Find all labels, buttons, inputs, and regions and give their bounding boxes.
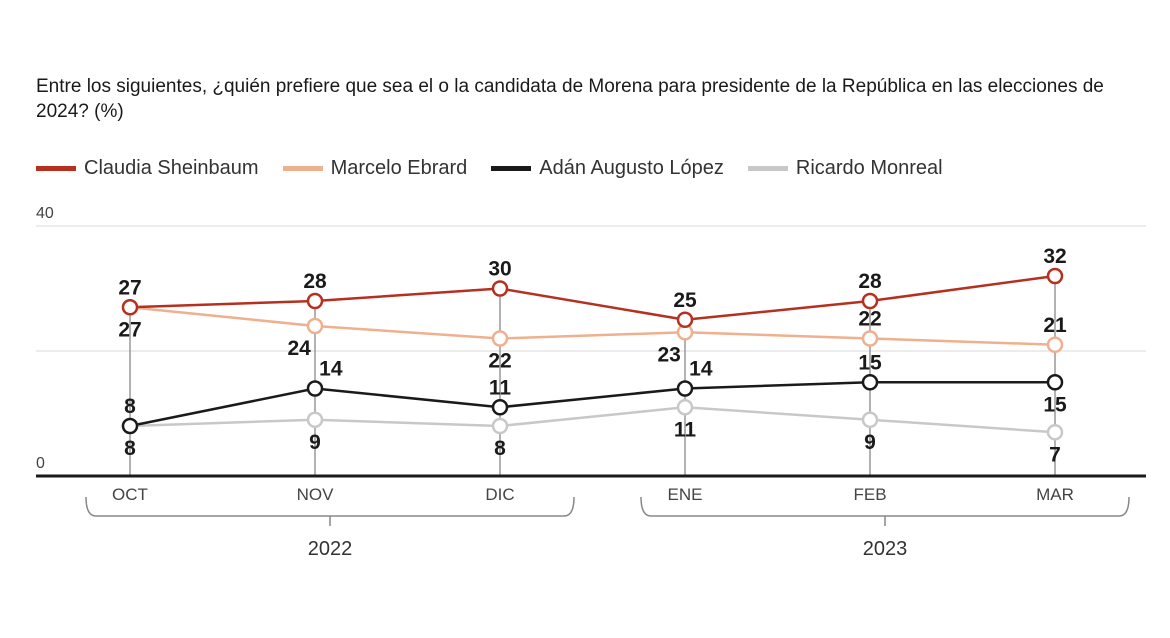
data-label: 8 (124, 395, 136, 418)
year-label: 2022 (308, 538, 353, 560)
data-point (491, 280, 509, 297)
legend-item-sheinbaum: Claudia Sheinbaum (36, 157, 259, 180)
data-label: 23 (657, 343, 680, 366)
legend-swatch (282, 166, 323, 171)
y-tick-label: 40 (36, 205, 54, 222)
legend-label: Ricardo Monreal (795, 157, 943, 179)
legend-swatch (747, 166, 788, 171)
x-tick-label: NOV (297, 485, 335, 504)
data-label: 27 (118, 276, 141, 299)
data-label: 15 (1043, 393, 1067, 416)
series-line (129, 381, 1055, 428)
data-point (1046, 336, 1064, 353)
series-line (129, 306, 1056, 346)
data-label: 11 (674, 418, 697, 441)
data-point (306, 411, 324, 428)
data-point (861, 292, 879, 310)
data-label: 7 (1049, 443, 1061, 466)
legend-label: Claudia Sheinbaum (84, 157, 259, 179)
x-tick-label: ENE (668, 485, 703, 504)
data-label: 8 (494, 437, 506, 460)
data-point (306, 292, 324, 310)
legend-label: Marcelo Ebrard (330, 157, 468, 179)
data-label: 24 (287, 337, 311, 360)
data-label: 15 (858, 351, 882, 374)
data-label: 22 (858, 308, 881, 331)
x-tick-label: MAR (1036, 485, 1074, 504)
data-label: 28 (858, 270, 882, 293)
data-label: 14 (319, 358, 343, 381)
data-point (861, 330, 879, 347)
legend-swatch (491, 166, 532, 171)
series-line (129, 405, 1056, 434)
data-point (676, 380, 694, 397)
legend-label: Adán Augusto López (539, 157, 724, 179)
year-label: 2023 (863, 538, 908, 560)
data-label: 9 (864, 431, 876, 454)
data-label: 22 (488, 350, 511, 373)
data-point (306, 317, 324, 335)
data-label: 25 (673, 289, 697, 312)
data-point (1046, 374, 1064, 391)
data-label: 14 (689, 358, 713, 381)
data-point (676, 311, 694, 328)
data-point (491, 399, 509, 416)
data-label: 8 (124, 437, 136, 460)
data-label: 11 (489, 376, 512, 399)
legend-swatch (36, 166, 76, 171)
data-point (306, 380, 324, 397)
data-point (676, 399, 694, 416)
data-label: 27 (118, 318, 141, 341)
data-label: 30 (488, 258, 511, 281)
data-point (861, 374, 879, 391)
y-tick-label: 0 (36, 455, 45, 472)
data-label: 21 (1043, 314, 1067, 337)
data-point (121, 417, 139, 435)
data-point (491, 417, 509, 435)
data-point (491, 330, 509, 347)
data-point (1046, 267, 1064, 285)
data-label: 28 (303, 270, 327, 293)
data-point (121, 299, 139, 316)
data-label: 9 (309, 431, 321, 454)
x-tick-label: FEB (853, 485, 886, 504)
data-point (861, 411, 879, 428)
data-point (1046, 424, 1064, 441)
legend-item-monreal: Ricardo Monreal (747, 157, 943, 180)
legend-item-ebrard: Marcelo Ebrard (282, 157, 468, 180)
data-label: 32 (1043, 245, 1066, 268)
legend: Claudia Sheinbaum Marcelo Ebrard Adán Au… (36, 157, 967, 180)
x-tick-label: OCT (112, 485, 148, 504)
chart-title: Entre los siguientes, ¿quién prefiere qu… (36, 76, 1104, 122)
legend-item-lopez: Adán Augusto López (491, 157, 724, 180)
series-line (129, 274, 1056, 322)
x-tick-label: DIC (485, 485, 514, 504)
